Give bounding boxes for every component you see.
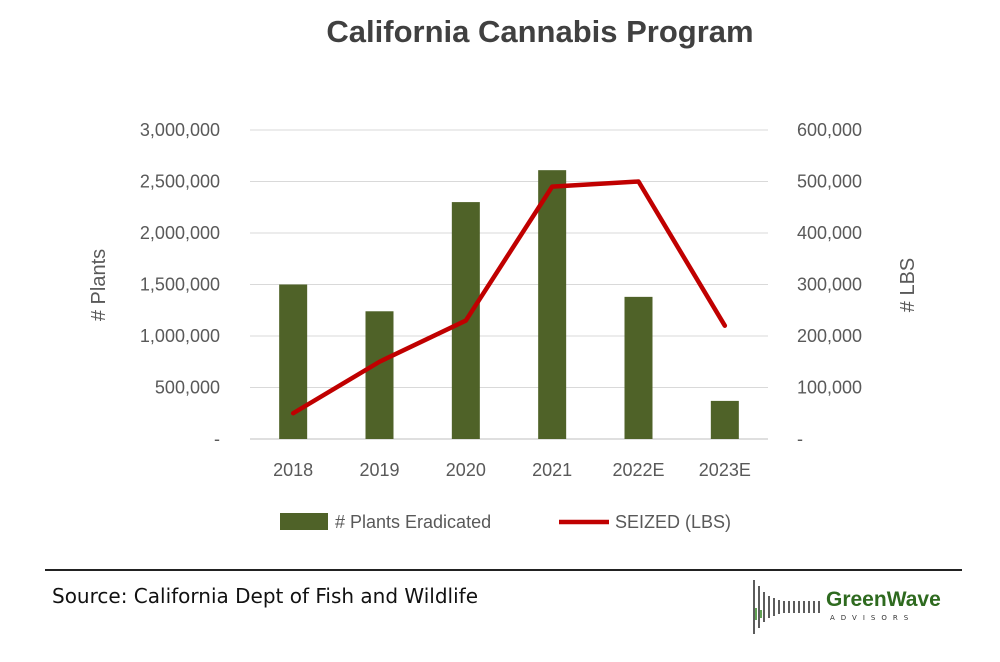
- y-left-tick-label: -: [214, 429, 220, 449]
- logo-name: GreenWave: [826, 588, 941, 611]
- legend-label-plants: # Plants Eradicated: [335, 512, 491, 532]
- y-right-tick-label: 600,000: [797, 120, 862, 140]
- bar: [365, 311, 394, 439]
- combo-chart: - - 500,000 100,000 1,000,000 200,000 1,500,00…: [88, 120, 919, 532]
- y-left-tick-label: 1,000,000: [140, 326, 220, 346]
- y-right-tick-label: -: [797, 429, 803, 449]
- y-left-tick-label: 2,500,000: [140, 172, 220, 192]
- y-right-tick-label: 100,000: [797, 378, 862, 398]
- bar: [279, 284, 308, 439]
- y-right-axis-label: # LBS: [897, 258, 919, 312]
- series-line-seized: [290, 179, 728, 416]
- y-left-tick-label: 2,000,000: [140, 223, 220, 243]
- x-tick-label: 2023E: [699, 460, 751, 480]
- y-right-tick-label: 200,000: [797, 326, 862, 346]
- legend-swatch-plants: [280, 513, 328, 530]
- source-note: Source: California Dept of Fish and Wild…: [52, 584, 478, 608]
- chart-title: California Cannabis Program: [326, 14, 754, 49]
- x-tick-label: 2021: [532, 460, 572, 480]
- bar: [538, 170, 567, 440]
- y-left-tick-label: 1,500,000: [140, 275, 220, 295]
- legend-label-seized: SEIZED (LBS): [615, 512, 731, 532]
- bar: [624, 296, 653, 439]
- bar: [710, 400, 739, 439]
- y-right-tick-label: 300,000: [797, 275, 862, 295]
- greenwave-logo: GreenWave ADVISORS: [746, 572, 956, 638]
- x-tick-label: 2019: [359, 460, 399, 480]
- y-left-tick-label: 3,000,000: [140, 120, 220, 140]
- y-left-tick-label: 500,000: [155, 378, 220, 398]
- x-tick-label: 2020: [446, 460, 486, 480]
- y-right-tick-label: 500,000: [797, 172, 862, 192]
- y-left-axis-label: # Plants: [88, 249, 110, 321]
- footer-divider: [45, 569, 962, 571]
- y-right-tick-label: 400,000: [797, 223, 862, 243]
- logo-subtitle: ADVISORS: [830, 614, 915, 622]
- wave-bars-icon: [753, 580, 820, 634]
- x-tick-label: 2022E: [612, 460, 664, 480]
- x-tick-label: 2018: [273, 460, 313, 480]
